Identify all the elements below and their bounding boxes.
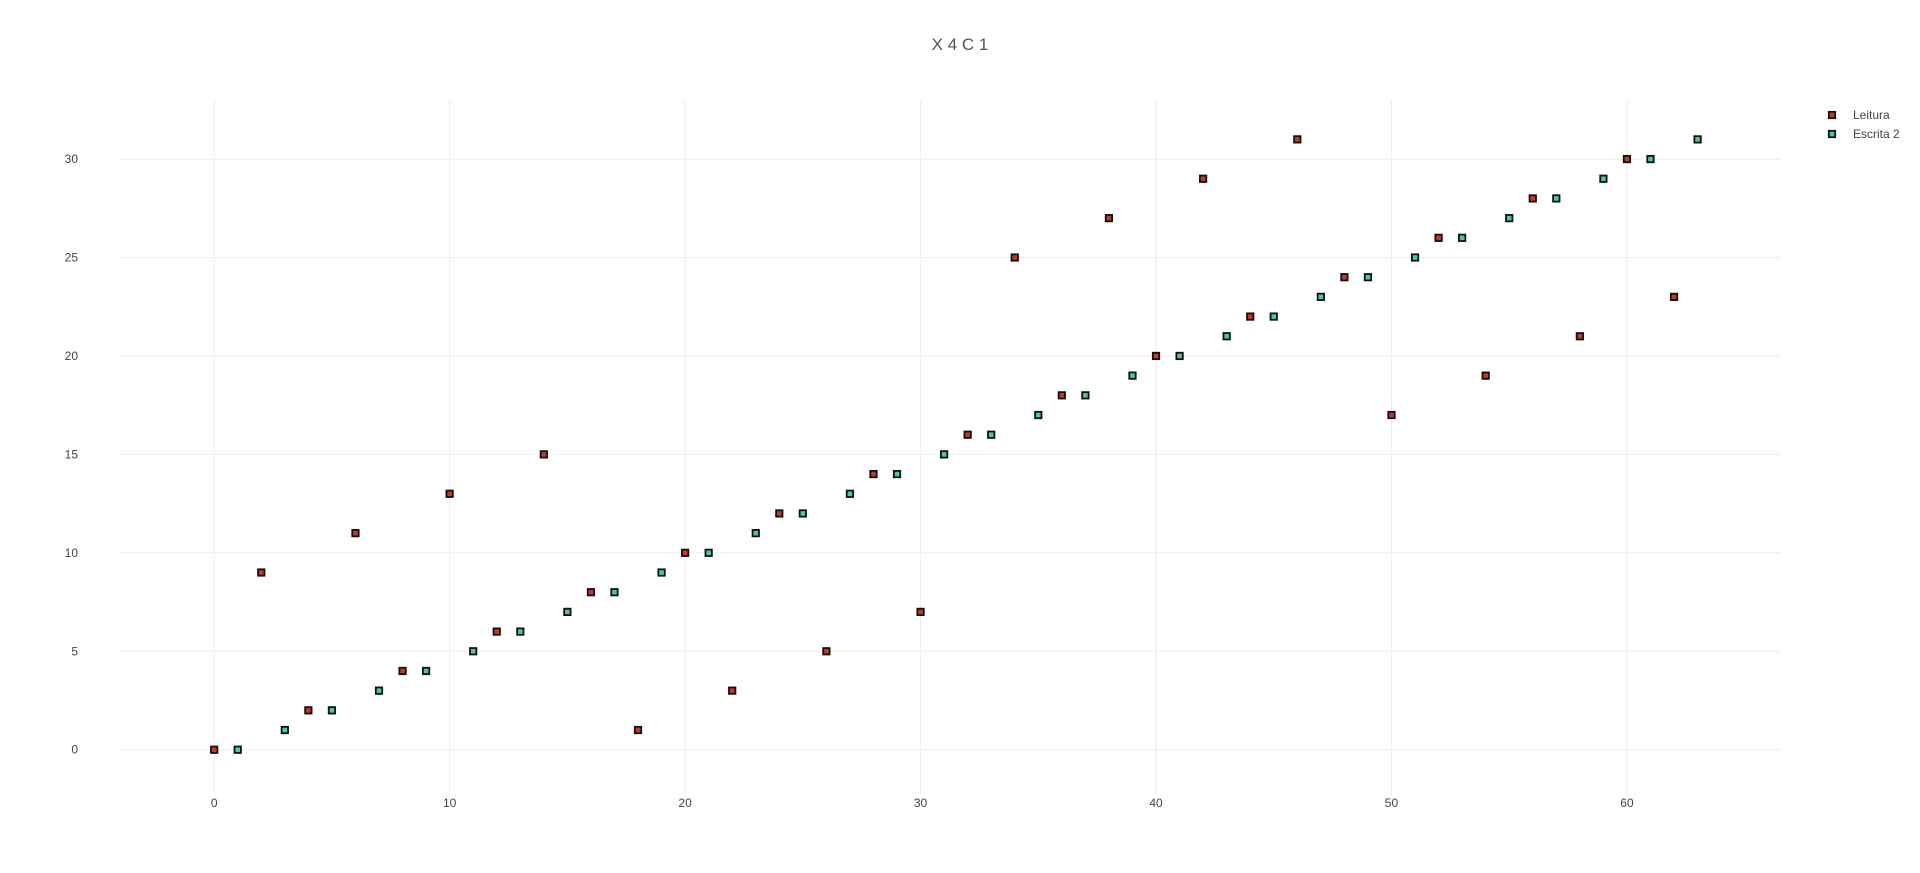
legend-label: Escrita 2 [1853,127,1900,141]
y-tick-label: 20 [65,349,79,363]
data-point [1458,233,1467,242]
data-point [304,706,313,715]
data-point [233,745,242,754]
data-point [987,430,996,439]
legend-marker [1827,129,1837,139]
data-point [1057,391,1066,400]
x-tick-label: 0 [211,796,218,810]
data-point [1575,332,1584,341]
data-point [822,647,831,656]
data-point [1175,351,1184,361]
data-point [1669,292,1679,301]
data-point [798,509,807,518]
data-point [516,627,525,636]
data-point [916,607,925,616]
data-point [1104,214,1114,223]
data-point [257,568,266,577]
data-point [1552,194,1561,203]
data-point [1410,253,1420,262]
data-point [469,647,478,656]
data-point [1434,233,1443,242]
data-point [963,430,972,439]
data-point [421,666,431,676]
data-point [492,627,501,636]
data-point [1269,312,1278,321]
data-point [398,666,407,676]
data-point [280,725,289,735]
legend-label: Leitura [1853,108,1890,122]
data-point [1599,174,1608,183]
data-point [1363,273,1373,282]
y-tick-label: 10 [65,546,79,560]
data-point [327,706,337,715]
data-point [1222,332,1231,341]
y-tick-label: 0 [71,743,78,757]
data-point [1246,312,1255,321]
data-point [728,686,737,695]
data-point [1693,135,1702,144]
legend[interactable]: Leitura Escrita 2 [1827,108,1900,141]
x-tick-label: 10 [443,796,457,810]
y-tick-label: 30 [65,152,79,166]
data-point [351,529,360,538]
data-point [1151,351,1161,361]
data-point [1199,174,1208,183]
data-point [539,450,548,459]
data-point [1316,292,1325,301]
data-point [751,529,760,538]
legend-item-2[interactable]: Escrita 2 [1827,127,1900,141]
x-tick-label: 40 [1149,796,1163,810]
data-point [210,745,219,754]
legend-marker [1827,110,1837,120]
chart-title: X 4 C 1 [932,35,989,54]
data-point [681,548,690,557]
data-point [586,588,596,597]
x-tick-label: 50 [1385,796,1399,810]
data-point [374,686,384,695]
x-tick-label: 20 [678,796,692,810]
data-point [657,568,666,577]
x-tick-label: 60 [1620,796,1634,810]
series-1-points [210,135,1679,754]
data-points [210,135,1702,754]
data-point [1528,194,1537,203]
data-point [1646,154,1655,164]
data-point [1387,410,1396,420]
data-point [1293,135,1302,144]
data-point [1128,371,1137,380]
data-point [445,489,454,498]
data-point [704,548,713,557]
data-point [940,450,949,459]
data-point [775,509,784,518]
y-tick-label: 5 [71,644,78,658]
data-point [1622,154,1632,164]
grid [120,100,1780,795]
data-point [845,489,855,498]
data-point [892,469,902,479]
y-tick-label: 25 [65,251,79,265]
data-point [1481,371,1490,380]
data-point [1034,410,1043,420]
axis-ticks: 0 10 20 30 40 50 60 0 5 10 15 20 25 30 [65,152,1634,810]
legend-item-1[interactable]: Leitura [1827,108,1890,122]
y-tick-label: 15 [65,447,79,461]
data-point [1081,391,1090,400]
data-point [610,588,619,597]
data-point [1505,214,1514,223]
data-point [563,607,572,616]
x-tick-label: 30 [914,796,928,810]
data-point [633,725,643,735]
data-point [1340,273,1349,282]
data-point [1010,253,1019,262]
data-point [869,469,878,479]
series-2-points [233,135,1702,754]
